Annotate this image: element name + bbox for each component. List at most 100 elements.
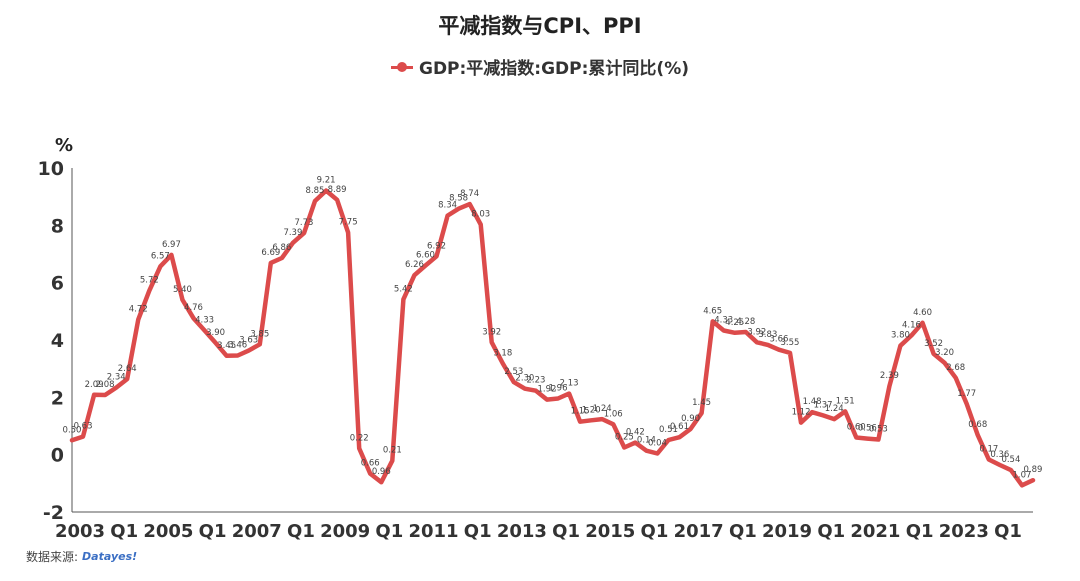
data-point: [170, 254, 173, 256]
data-point: [1021, 484, 1023, 487]
x-tick-label: 2005: [143, 521, 193, 542]
data-point: [225, 354, 228, 357]
data-point: [733, 332, 736, 334]
data-label: 4.33: [714, 316, 733, 326]
data-point: [678, 436, 681, 438]
data-label: 0.68: [968, 420, 987, 430]
data-point: [988, 458, 990, 461]
data-label: 0.54: [1001, 455, 1020, 465]
data-label: 1.24: [825, 404, 844, 414]
data-point: [535, 389, 537, 392]
data-label: 0.56: [858, 424, 877, 434]
data-point: [1010, 469, 1012, 471]
data-label: 3.46: [228, 340, 247, 350]
x-tick-label: Q1: [994, 521, 1022, 542]
data-label: 1.96: [549, 383, 568, 393]
data-point: [767, 344, 769, 346]
x-tick-label: Q1: [552, 521, 580, 542]
x-tick-label: 2011: [408, 521, 458, 542]
x-tick-label: Q1: [375, 521, 403, 542]
data-point: [778, 348, 780, 351]
y-tick-label: 4: [51, 330, 64, 352]
data-point: [568, 392, 570, 395]
data-point: [656, 452, 659, 455]
data-point: [303, 232, 305, 234]
data-point: [358, 447, 360, 450]
data-point: [700, 412, 703, 414]
data-point: [689, 428, 692, 430]
source-label: 数据来源:: [26, 550, 79, 564]
data-label: 7.75: [339, 218, 358, 228]
data-point: [247, 349, 250, 352]
data-label: 4.72: [129, 304, 148, 314]
x-tick-label: Q1: [199, 521, 227, 542]
data-label: 0.42: [626, 428, 645, 438]
datayes-logo: Datayes!: [82, 550, 138, 563]
data-label: 1.06: [604, 409, 623, 419]
y-tick-label: 10: [38, 158, 64, 180]
data-point: [71, 439, 73, 442]
data-label: 2.64: [118, 364, 137, 374]
data-point: [1032, 479, 1034, 481]
data-label: 1.37: [814, 400, 833, 410]
x-tick-label: 2009: [320, 521, 370, 542]
data-label: 4.28: [736, 317, 755, 327]
data-label: 1.12: [792, 408, 811, 418]
data-point: [490, 341, 493, 344]
data-label: 2.30: [515, 374, 534, 384]
source-note: 数据来源: Datayes!: [26, 548, 137, 565]
data-label: 4.60: [913, 308, 932, 318]
data-point: [457, 207, 460, 210]
data-point: [722, 329, 725, 332]
data-label: 3.66: [769, 335, 788, 345]
data-point: [391, 459, 394, 462]
y-tick-label: 8: [51, 215, 64, 237]
data-point: [214, 342, 217, 344]
data-label: 4.33: [195, 316, 214, 326]
data-point: [513, 381, 515, 383]
data-label: 0.21: [383, 446, 402, 456]
data-label: 5.40: [173, 285, 192, 295]
data-point: [336, 199, 338, 201]
x-tick-label: 2013: [497, 521, 547, 542]
data-point: [877, 438, 880, 441]
data-label: 4.76: [184, 303, 203, 313]
x-tick-label: 2007: [232, 521, 282, 542]
series-line: [69, 188, 1036, 488]
x-tick-label: Q1: [729, 521, 757, 542]
data-point: [181, 299, 184, 301]
data-point: [380, 481, 383, 483]
data-point: [756, 341, 758, 344]
chart-title: 平减指数与CPI、PPI: [438, 14, 642, 38]
data-label: 0.22: [350, 433, 369, 443]
data-label: 8.34: [438, 201, 457, 211]
x-tick-label: 2021: [850, 521, 900, 542]
data-point: [479, 223, 482, 226]
data-label: 4.25: [725, 318, 744, 328]
data-label: 1.51: [836, 396, 855, 406]
data-point: [258, 343, 261, 346]
x-tick-label: 2015: [585, 521, 635, 542]
data-label: 0.53: [869, 424, 888, 434]
data-point: [579, 420, 581, 423]
data-point: [347, 231, 349, 234]
data-point: [789, 352, 791, 354]
data-point: [292, 242, 294, 244]
data-label: 2.09: [85, 380, 104, 390]
legend[interactable]: GDP:平减指数:GDP:累计同比(%): [0, 54, 1080, 79]
data-label: 3.63: [239, 336, 258, 346]
x-tick-label: 2003: [55, 521, 105, 542]
data-point: [800, 421, 802, 424]
data-point: [645, 449, 648, 452]
data-label: 4.65: [703, 306, 722, 316]
y-tick-label: 0: [51, 445, 64, 467]
data-label: 6.97: [162, 240, 181, 250]
data-label: 3.80: [891, 331, 910, 341]
x-tick-label: Q1: [110, 521, 138, 542]
data-point: [833, 418, 835, 420]
data-point: [976, 434, 979, 436]
x-tick-label: Q1: [641, 521, 669, 542]
data-point: [855, 436, 858, 439]
data-point: [236, 354, 239, 357]
data-label: 2.23: [526, 376, 545, 386]
